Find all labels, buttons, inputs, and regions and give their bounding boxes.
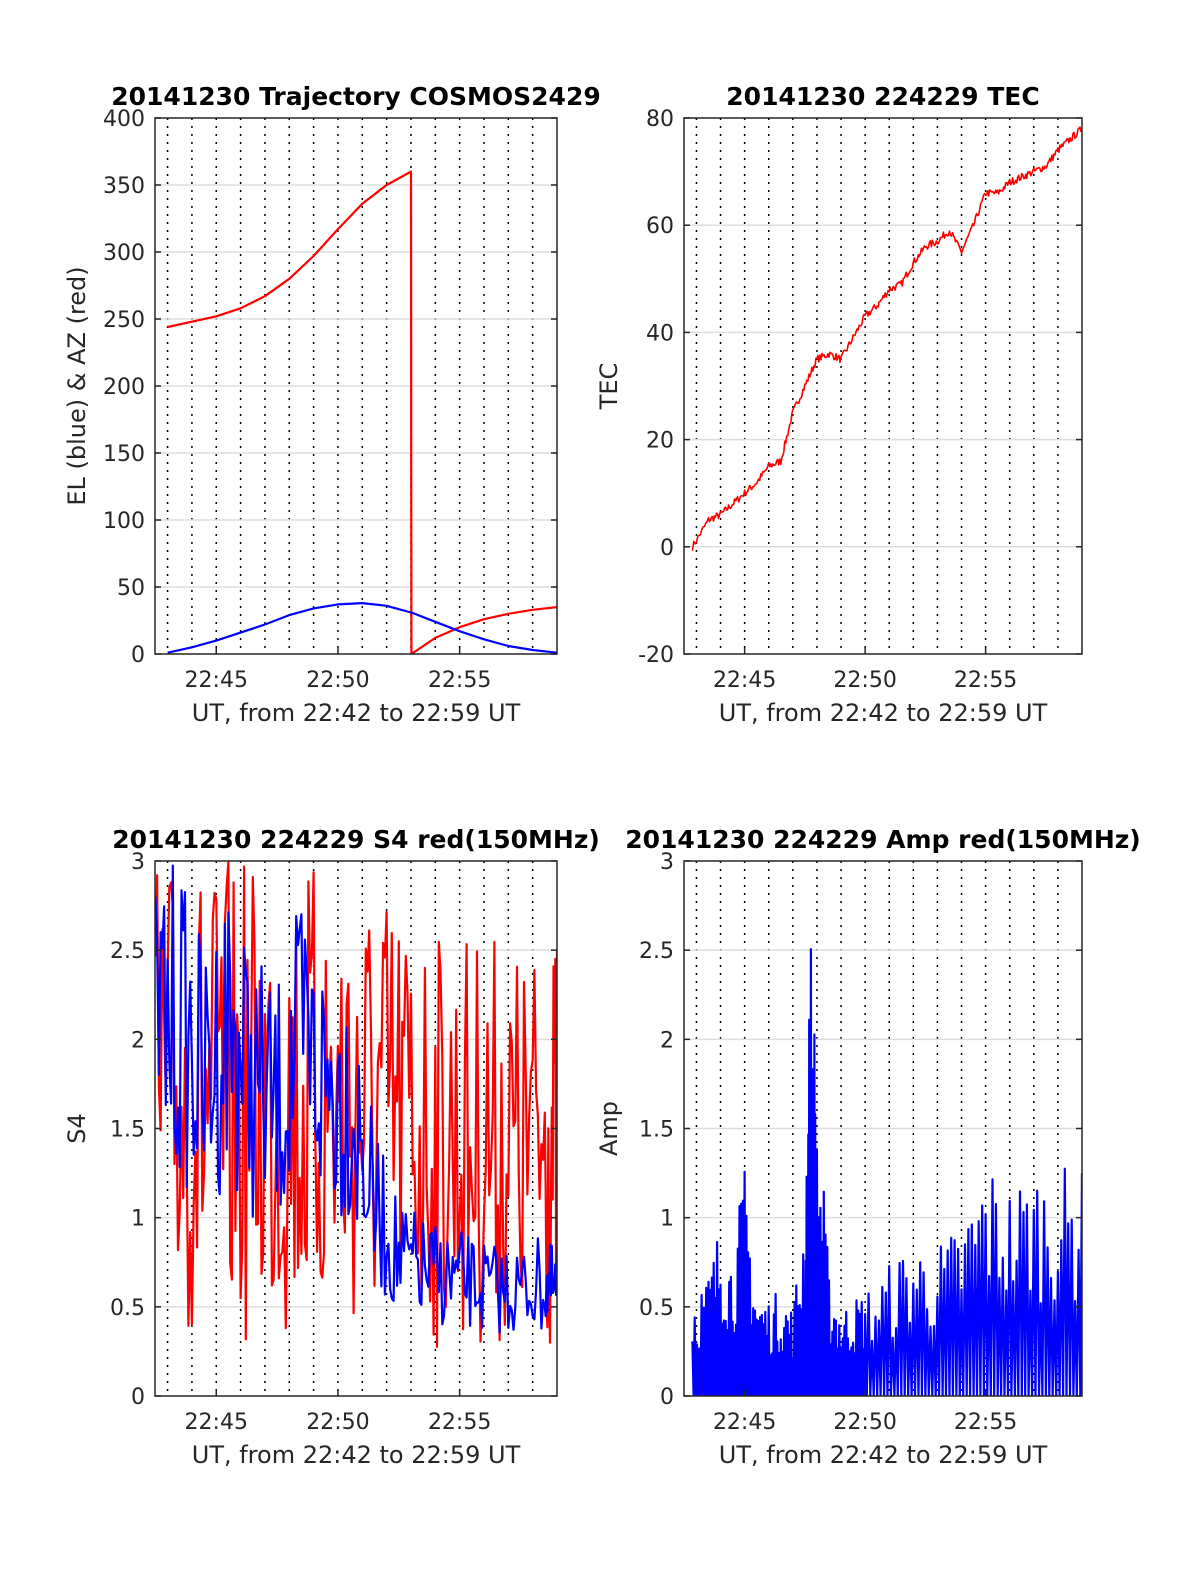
x-tick-label: 22:45 [713,1410,776,1435]
y-tick-label: 1.5 [110,1118,145,1143]
y-tick-label: 80 [646,107,674,132]
x-tick-label: 22:50 [306,668,369,693]
y-tick-label: 0 [660,536,674,561]
y-axis-label: TEC [595,363,623,411]
chart-title: 20141230 224229 TEC [726,82,1039,111]
x-axis-label: UT, from 22:42 to 22:59 UT [192,1441,521,1469]
chart-title: 20141230 Trajectory COSMOS2429 [111,82,601,111]
panel-s4: 0 0.5 1 1.5 2 2.5 3 22:45 22:50 22:55 UT, from 22:… [63,825,600,1469]
panel-tec: -20 0 20 40 60 80 22:45 22:50 22:55 UT, from 22:4… [595,82,1083,727]
y-tick-label: 250 [103,308,145,333]
x-tick-label: 22:45 [713,668,776,693]
panel-amp: 0 0.5 1 1.5 2 2.5 3 22:45 22:50 22:55 UT, from 22:… [595,825,1141,1469]
data-layer [167,170,557,654]
y-tick-label: 2.5 [110,939,145,964]
y-tick-label: 1 [660,1207,674,1232]
y-tick-label: 0.5 [110,1296,145,1321]
y-tick-label: 20 [646,429,674,454]
y-tick-label: 300 [103,241,145,266]
series-line-1 [155,864,557,1334]
x-axis-label: UT, from 22:42 to 22:59 UT [719,1441,1048,1469]
y-tick-label: 2 [131,1028,145,1053]
series-line-1 [167,602,557,654]
y-tick-label: 0 [660,1385,674,1410]
x-tick-label: 22:55 [428,1410,491,1435]
y-tick-label: 50 [117,576,145,601]
y-tick-label: 1 [131,1207,145,1232]
x-tick-label: 22:45 [185,668,248,693]
y-tick-label: 3 [131,850,145,875]
x-tick-label: 22:45 [185,1410,248,1435]
x-axis-label: UT, from 22:42 to 22:59 UT [192,699,521,727]
y-tick-label: 1.5 [639,1118,674,1143]
y-tick-label: 350 [103,174,145,199]
x-tick-label: 22:50 [306,1410,369,1435]
y-tick-label: 0.5 [639,1296,674,1321]
y-tick-label: 0 [131,1385,145,1410]
y-axis-label: S4 [63,1113,91,1144]
y-tick-label: 2.5 [639,939,674,964]
y-tick-label: 200 [103,375,145,400]
series-line-0 [691,948,1082,1396]
x-tick-label: 22:55 [428,668,491,693]
y-axis-label: Amp [595,1101,623,1156]
panel-trajectory: 0 50 100 150 200 250 300 350 400 22:45 22:50 22:55 U… [63,82,601,727]
series-line-0 [167,170,557,654]
data-layer [155,861,557,1348]
series-line-0 [691,126,1082,551]
y-tick-label: 40 [646,321,674,346]
data-layer [691,948,1082,1396]
chart-title: 20141230 224229 Amp red(150MHz) [625,825,1141,854]
y-axis-label: EL (blue) & AZ (red) [63,266,91,505]
y-tick-label: 2 [660,1028,674,1053]
data-layer [691,126,1082,551]
y-tick-label: 3 [660,850,674,875]
y-tick-label: 150 [103,442,145,467]
x-tick-label: 22:55 [954,668,1017,693]
y-tick-label: 100 [103,509,145,534]
x-tick-label: 22:55 [954,1410,1017,1435]
chart-title: 20141230 224229 S4 red(150MHz) [112,825,600,854]
y-tick-label: -20 [638,643,674,668]
x-tick-label: 22:50 [833,1410,896,1435]
x-axis-label: UT, from 22:42 to 22:59 UT [719,699,1048,727]
y-tick-label: 400 [103,107,145,132]
x-tick-label: 22:50 [833,668,896,693]
y-tick-label: 0 [131,643,145,668]
axes-box [683,117,1083,655]
y-tick-label: 60 [646,214,674,239]
